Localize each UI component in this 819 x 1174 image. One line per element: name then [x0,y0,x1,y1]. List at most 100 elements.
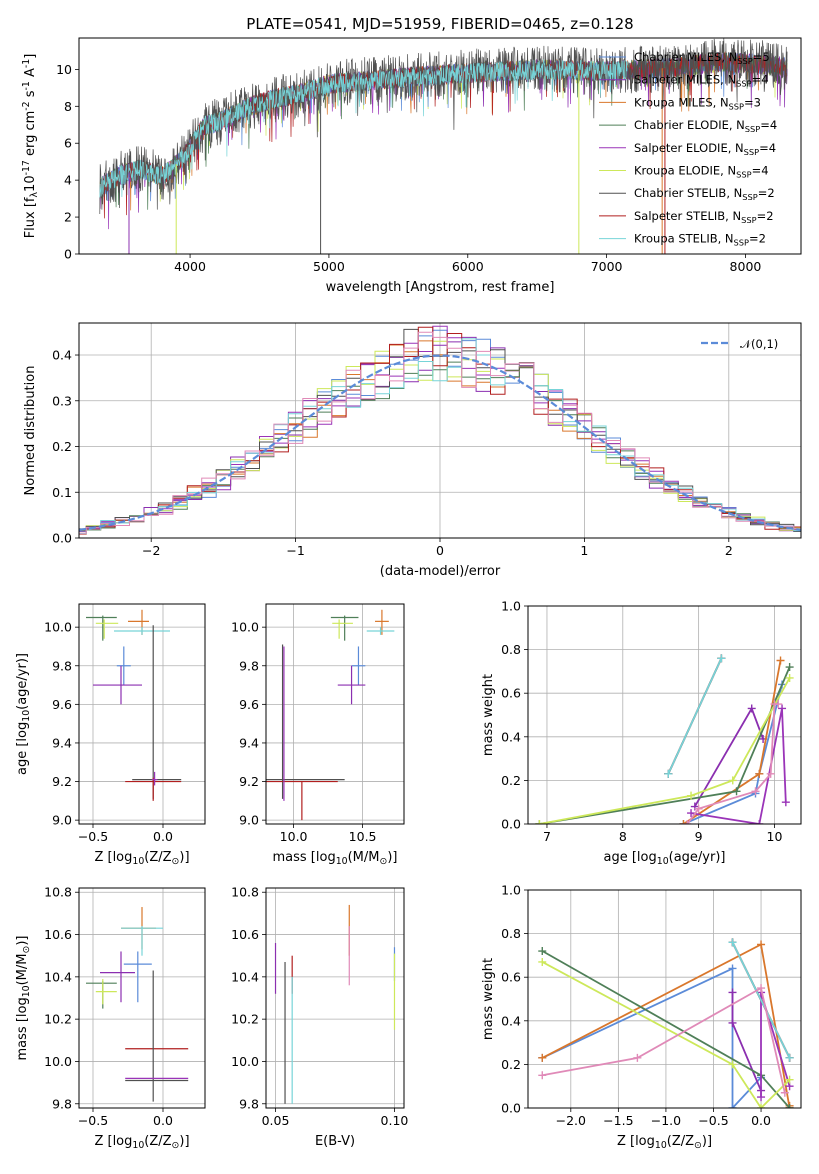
weight-marker [728,988,737,997]
x-tick-label: −1.0 [651,1113,681,1128]
weight-marker [747,704,756,713]
legend-label: Salpeter ELODIE, NSSP=4 [634,141,776,157]
y-tick-label: 10.2 [231,1012,259,1027]
y-axis-label: mass [log10(M/M⊙)] [15,936,32,1061]
y-tick-label: 0 [64,247,72,262]
axes-frame [265,887,405,1109]
axes-frame [527,605,802,825]
ticks-weight_vs_Z: −2.0 −1.5 −1.0 −0.5 0.0 0.0 0.2 0.4 0.6 0.8 1.0 [501,883,771,1129]
ticks-age_vs_mass: 10.0 10.5 9.0 9.2 9.4 9.6 9.8 10.0 [231,620,376,844]
weight-marker [781,798,790,807]
x-tick-label: −0.5 [698,1113,728,1128]
y-tick-label: 9.4 [52,735,72,750]
weight-marker [683,820,692,824]
y-tick-label: 10.4 [44,969,72,984]
weight-marker [757,1093,766,1102]
axes-frame [265,603,405,825]
y-axis-label: mass weight [481,958,496,1040]
panel-mass_vs_EBV: 0.05 0.10 9.8 10.0 10.2 10.4 10.6 10.8 E(B-V) [231,885,408,1149]
y-tick-label: 1.0 [501,883,521,898]
y-tick-label: 10.6 [231,927,259,942]
x-axis-label: Z [log10(Z/Z⊙)] [617,1134,712,1151]
y-tick-label: 9.8 [52,1096,72,1111]
weight-marker [538,947,547,956]
x-tick-label: 10.0 [280,829,308,844]
weight-marker [728,964,737,973]
plot-area-age_vs_mass [266,609,395,821]
weight-marker [535,820,544,824]
x-tick-label: −2 [142,543,160,558]
y-axis-label: mass weight [481,674,496,756]
plot-area-weight_vs_Z [538,938,794,1108]
y-tick-label: 9.0 [239,813,259,828]
y-tick-label: 9.0 [52,813,72,828]
weight-line [542,986,786,1093]
weight-marker [755,820,764,824]
weight-marker [717,654,726,663]
weight-marker [538,1071,547,1080]
x-tick-label: 8 [619,829,627,844]
panel-weight_vs_Z: −2.0 −1.5 −1.0 −0.5 0.0 0.0 0.2 0.4 0.6 0.8 1.0 Z [… [481,883,802,1151]
weight-line [683,684,783,824]
legend-label: 𝒩(0,1) [740,337,778,351]
y-tick-label: 0.6 [501,686,521,701]
x-axis-label: E(B-V) [315,1134,355,1149]
axes-frame [78,37,802,255]
y-tick-label: 0.2 [52,439,72,454]
legend-label: Chabrier ELODIE, NSSP=4 [634,118,777,134]
ticks-weight_vs_age: 7 8 9 10 0.0 0.2 0.4 0.6 0.8 1.0 [501,599,782,845]
weight-line [539,677,791,824]
x-tick-label: 10 [767,829,783,844]
x-tick-label: 0.0 [751,1113,771,1128]
y-tick-label: 9.2 [52,774,72,789]
spectrum-line [99,59,628,198]
weight-marker [633,1053,642,1062]
plot-area-spectrum [99,38,788,254]
legend-label: Salpeter MILES, NSSP=4 [634,73,769,89]
y-tick-label: 10.0 [231,1054,259,1069]
weight-marker [728,938,737,947]
panel-weight_vs_age: 7 8 9 10 0.0 0.2 0.4 0.6 0.8 1.0 age [log10(age/yr… [481,599,802,867]
histogram-step [79,325,801,532]
histogram-step [79,340,801,531]
plot-area-residuals [79,325,801,535]
x-tick-label: 0.0 [153,1113,173,1128]
weight-line [667,657,723,775]
weight-marker [785,663,794,672]
x-tick-label: −1.5 [603,1113,633,1128]
y-tick-label: 10.0 [44,1054,72,1069]
y-axis-label: Normed distribution [23,366,38,496]
ticks-mass_vs_Z: −0.5 0.0 9.8 10.0 10.2 10.4 10.6 10.8 [44,885,173,1128]
y-tick-label: 9.6 [239,697,259,712]
weight-marker [732,787,741,796]
y-tick-label: 0.8 [501,642,521,657]
weight-marker [785,1075,794,1084]
weight-marker [751,787,760,796]
axes-frame [78,887,206,1109]
x-tick-label: 7 [543,829,551,844]
y-tick-label: 10 [56,62,72,77]
y-axis-label: age [log10(age/yr)] [15,653,32,775]
panel-age_vs_mass: 10.0 10.5 9.0 9.2 9.4 9.6 9.8 10.0 mass [log10(M… [231,603,405,867]
x-axis-label: age [log10(age/yr)] [604,850,726,867]
y-tick-label: 0.2 [501,773,521,788]
y-tick-label: 0.0 [501,1101,521,1116]
y-tick-label: 10.0 [231,620,259,635]
y-tick-label: 6 [64,136,72,151]
legend-label: Salpeter STELIB, NSSP=2 [634,209,774,225]
x-tick-label: 0.10 [381,1113,409,1128]
y-tick-label: 1.0 [501,599,521,614]
legend-label: Kroupa MILES, NSSP=3 [634,95,761,111]
x-tick-label: 5000 [313,259,345,274]
plot-area-age_vs_Z [86,609,182,801]
plot-area-mass_vs_Z [86,907,189,1102]
weight-marker [679,820,688,824]
weight-marker [538,957,547,966]
x-axis-label: (data-model)/error [380,564,501,579]
x-tick-label: 6000 [452,259,484,274]
weight-marker [728,1060,737,1069]
weight-marker [785,1104,794,1108]
weight-marker [774,700,783,709]
x-tick-label: −2.0 [556,1113,586,1128]
spectrum-legend: Chabrier MILES, NSSP=5 Salpeter MILES, NS… [599,50,777,248]
